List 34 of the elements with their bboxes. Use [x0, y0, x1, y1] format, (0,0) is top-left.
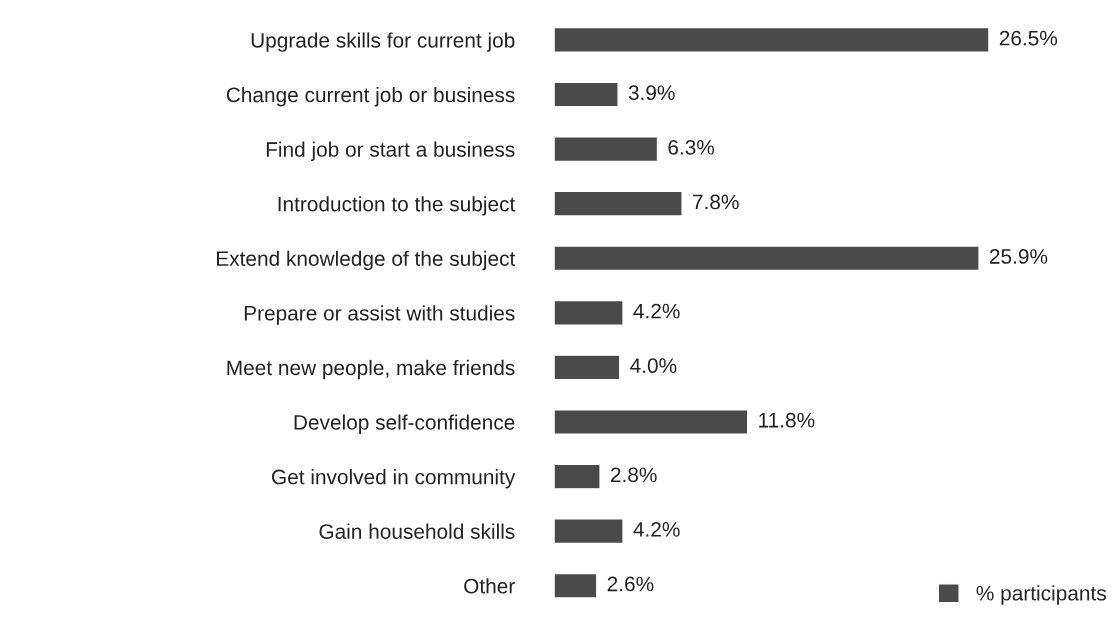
y-tick-label: Prepare or assist with studies: [244, 305, 515, 325]
y-tick-label: Introduction to the subject: [278, 196, 516, 216]
data-label: 4.2%: [633, 522, 680, 537]
bar: [554, 572, 598, 599]
y-tick-label: Meet new people, make friends: [227, 359, 515, 380]
y-tick-label: Find job or start a business: [266, 141, 515, 161]
bar: [554, 136, 659, 163]
y-tick-label: Change current job or business: [226, 86, 515, 107]
data-label: 2.6%: [607, 576, 654, 592]
y-tick-label: Upgrade skills for current job: [251, 32, 515, 52]
y-tick-label: Extend knowledge of the subject: [217, 250, 516, 271]
data-label: 3.9%: [628, 85, 675, 101]
y-tick-label: Get involved in community: [272, 469, 516, 489]
data-label: 4.0%: [630, 358, 677, 374]
bar: [554, 409, 749, 435]
data-label: 4.2%: [633, 303, 680, 319]
bar: [554, 299, 624, 326]
data-label: 25.9%: [989, 249, 1048, 264]
data-label: 6.3%: [668, 139, 715, 155]
data-label: 2.8%: [610, 467, 657, 483]
bar: [554, 463, 601, 490]
bar: [554, 81, 619, 108]
data-label: 11.8%: [759, 412, 815, 428]
data-label: 26.5%: [999, 30, 1058, 46]
data-label: 7.8%: [693, 194, 739, 210]
bar: [554, 245, 980, 272]
bar: [554, 518, 624, 545]
y-tick-label: Develop self-confidence: [294, 414, 515, 434]
bar: [554, 354, 621, 381]
y-tick-label: Other: [464, 578, 515, 594]
bar: [554, 26, 990, 53]
bar: [554, 190, 683, 217]
y-tick-label: Gain household skills: [319, 523, 515, 539]
legend-label: % participants: [976, 585, 1106, 605]
